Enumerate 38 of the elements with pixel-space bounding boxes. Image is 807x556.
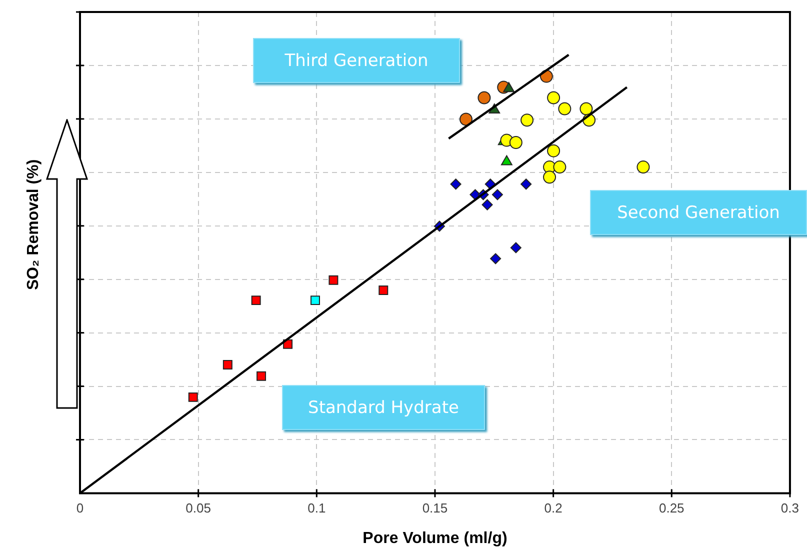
point bbox=[251, 296, 261, 306]
x-tick-label: 0.3 bbox=[780, 500, 800, 516]
label-box: Standard Hydrate bbox=[282, 385, 485, 430]
x-tick-label: 0 bbox=[76, 500, 84, 516]
point bbox=[547, 144, 560, 158]
point bbox=[328, 275, 338, 285]
x-axis-title: Pore Volume (ml/g) bbox=[362, 530, 508, 547]
point bbox=[222, 360, 232, 370]
point bbox=[492, 189, 503, 200]
point bbox=[503, 82, 515, 92]
point bbox=[580, 102, 593, 116]
point bbox=[188, 392, 198, 402]
point bbox=[256, 371, 266, 381]
point bbox=[520, 178, 532, 190]
point bbox=[450, 178, 462, 190]
point bbox=[310, 296, 320, 306]
point bbox=[500, 155, 512, 166]
point bbox=[478, 91, 491, 104]
x-tick-label: 0.25 bbox=[658, 500, 684, 516]
point bbox=[547, 91, 560, 104]
x-tick-label: 0.15 bbox=[422, 500, 448, 516]
x-tick-label: 0.2 bbox=[544, 500, 562, 516]
point bbox=[490, 253, 502, 264]
y-axis-title: SO₂ Removal (%) bbox=[24, 159, 43, 290]
point bbox=[553, 160, 566, 174]
point bbox=[543, 170, 556, 184]
x-tick-label: 0.1 bbox=[308, 500, 326, 516]
label-box: Second Generation bbox=[590, 190, 807, 235]
label-box: Third Generation bbox=[253, 38, 460, 83]
point bbox=[636, 160, 650, 174]
point bbox=[459, 112, 472, 126]
x-tick-label: 0.05 bbox=[186, 500, 211, 516]
point bbox=[558, 102, 572, 116]
point bbox=[509, 136, 522, 149]
point bbox=[482, 199, 493, 210]
point bbox=[378, 285, 388, 295]
point bbox=[510, 242, 522, 254]
point bbox=[520, 114, 534, 127]
